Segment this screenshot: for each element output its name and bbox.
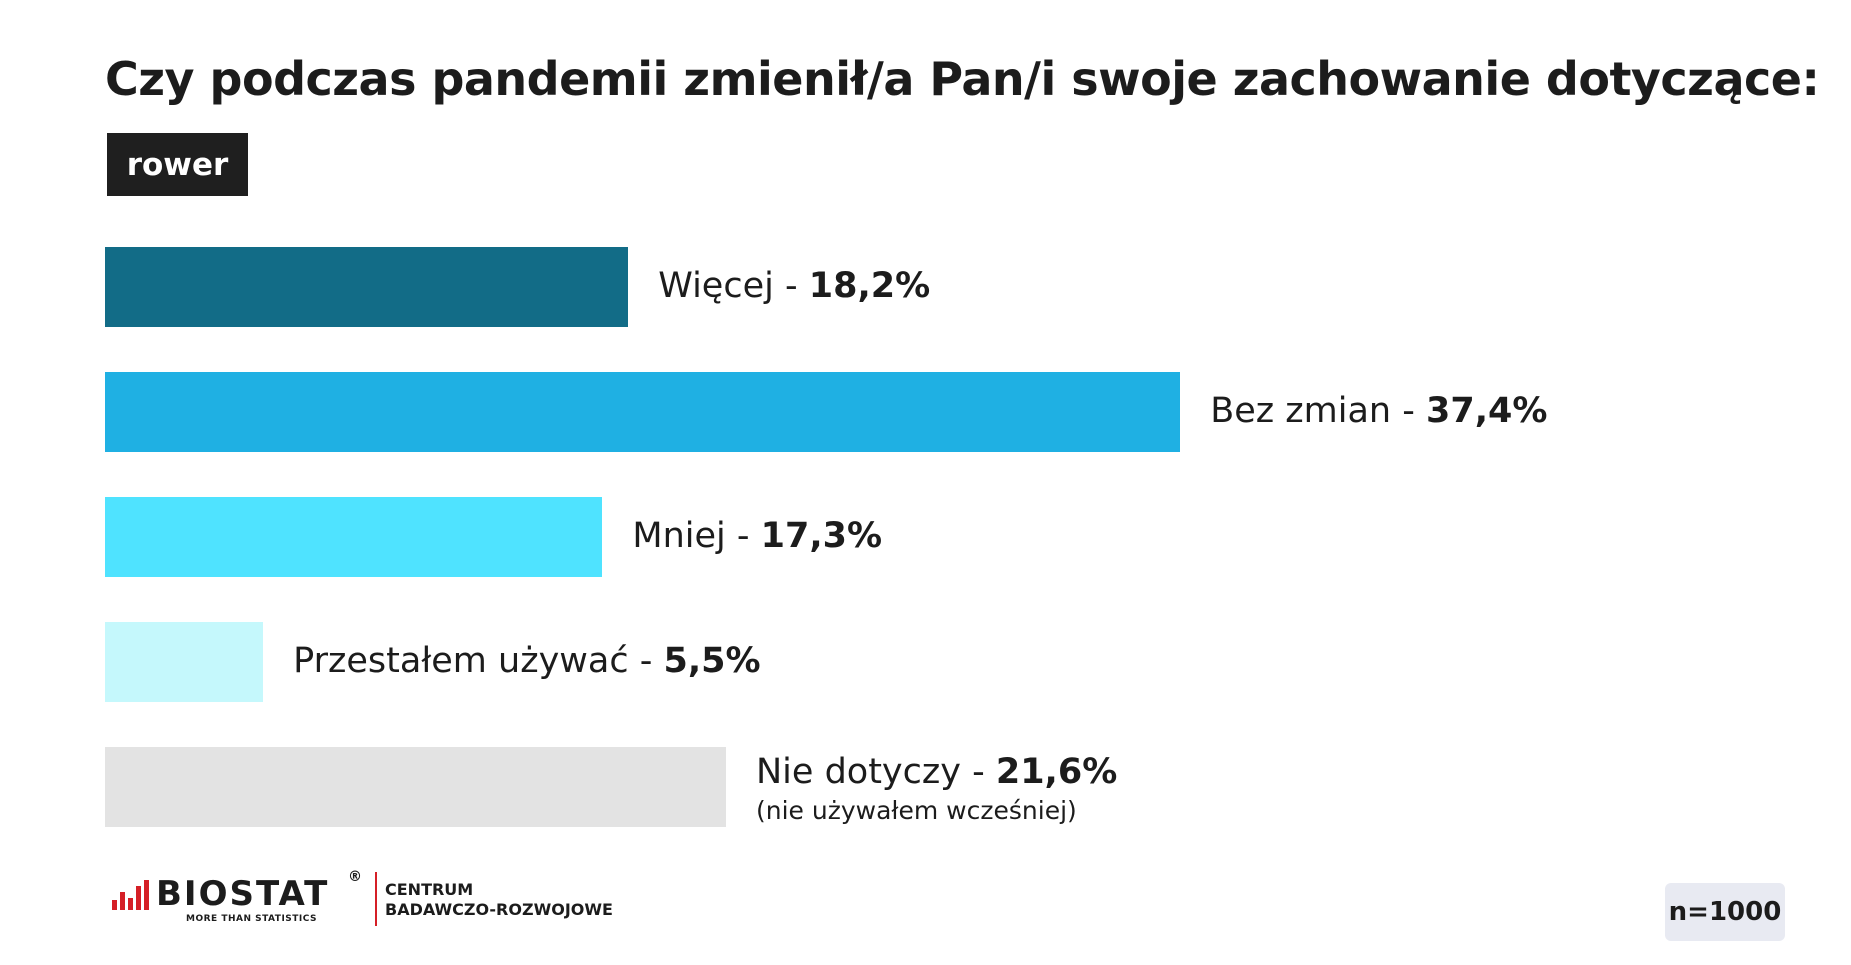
bar-value: 5,5% [663,641,761,681]
bar-category: Mniej - [632,516,761,556]
bar-value: 18,2% [808,266,931,306]
bar-category: Przestałem używać - [293,641,664,681]
logo-tagline: MORE THAN STATISTICS [186,914,318,924]
bar [105,497,603,577]
bar-category: Nie dotyczy - [756,752,996,792]
bar-label: Mniej - 17,3% [632,519,882,554]
logo-registered-mark: ® [348,869,362,885]
bar-label: Bez zmian - 37,4% [1210,394,1547,429]
bar-value: 37,4% [1426,391,1548,431]
bar-value: 21,6% [995,752,1118,792]
sample-size-badge: n=1000 [1665,883,1785,941]
bar-label: Nie dotyczy - 21,6% (nie używałem wcześni… [756,752,1118,825]
bar-category: Bez zmian - [1210,391,1426,431]
bar-value: 17,3% [760,516,883,556]
logo-center-line2: BADAWCZO-ROZWOJOWE [385,900,613,919]
logo-bars-icon [112,880,150,910]
logo-wordmark: BIOSTAT [156,874,330,914]
bar-label: Więcej - 18,2% [658,269,930,304]
logo-center-text: CENTRUM BADAWCZO-ROZWOJOWE [385,880,613,920]
logo-divider [375,872,377,926]
bar-category: Więcej - [658,266,809,306]
chart-title: Czy podczas pandemii zmienił/a Pan/i swo… [105,52,1820,106]
bar [105,747,726,827]
bar [105,622,264,702]
bar-note: (nie używałem wcześniej) [756,796,1077,825]
logo-center-line1: CENTRUM [385,880,474,899]
bar-label: Przestałem używać - 5,5% [293,644,760,679]
subject-tag: rower [107,133,248,196]
bar [105,372,1181,452]
bar [105,247,629,327]
